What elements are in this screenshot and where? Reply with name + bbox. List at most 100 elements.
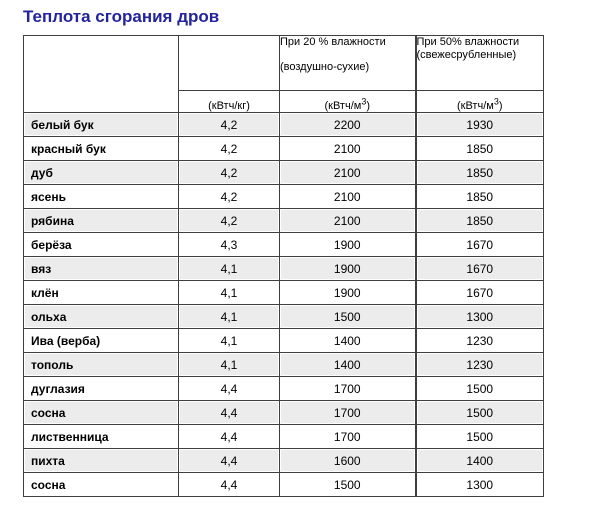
- cell-kwh-per-kg: 4,2: [178, 208, 280, 233]
- unit-volume-superscript: 3: [361, 96, 367, 107]
- cell-kwh-per-m3-50pct: 1850: [414, 136, 544, 161]
- header-cell-mass-empty: [178, 35, 280, 91]
- unit-volume-close-paren: ): [366, 100, 371, 112]
- header-20pct-line1: При 20 % влажности: [280, 36, 386, 48]
- cell-kwh-per-m3-20pct: 1700: [279, 376, 416, 401]
- cell-kwh-per-kg: 4,2: [178, 136, 280, 161]
- cell-kwh-per-m3-20pct: 1600: [279, 448, 416, 473]
- cell-wood-name: тополь: [23, 352, 179, 377]
- cell-kwh-per-m3-20pct: 2100: [279, 184, 416, 209]
- cell-kwh-per-m3-50pct: 1670: [414, 256, 544, 281]
- table-row: клён 4,1 1900 1670: [23, 280, 544, 305]
- table-row: белый бук 4,2 2200 1930: [23, 112, 544, 137]
- header-cell-unit-kwh-per-m3-50pct: (кВтч/м3): [414, 90, 544, 113]
- cell-wood-name: белый бук: [23, 112, 179, 137]
- cell-kwh-per-kg: 4,1: [178, 280, 280, 305]
- page-title: Теплота сгорания дров: [23, 7, 220, 26]
- cell-kwh-per-kg: 4,1: [178, 328, 280, 353]
- cell-wood-name: ясень: [23, 184, 179, 209]
- cell-kwh-per-m3-20pct: 2100: [279, 160, 416, 185]
- cell-kwh-per-m3-50pct: 1230: [414, 352, 544, 377]
- cell-kwh-per-m3-50pct: 1400: [414, 448, 544, 473]
- unit-volume-text: (кВтч/м: [324, 100, 362, 112]
- cell-wood-name: красный бук: [23, 136, 179, 161]
- cell-kwh-per-m3-20pct: 1900: [279, 232, 416, 257]
- cell-wood-name: ольха: [23, 304, 179, 329]
- cell-kwh-per-m3-20pct: 1400: [279, 328, 416, 353]
- cell-wood-name: клён: [23, 280, 179, 305]
- table-row: дуб 4,2 2100 1850: [23, 160, 544, 185]
- cell-kwh-per-kg: 4,1: [178, 304, 280, 329]
- table-row: ольха 4,1 1500 1300: [23, 304, 544, 329]
- table-row: вяз 4,1 1900 1670: [23, 256, 544, 281]
- cell-kwh-per-kg: 4,1: [178, 352, 280, 377]
- cell-kwh-per-m3-50pct: 1500: [414, 376, 544, 401]
- table-row: тополь 4,1 1400 1230: [23, 352, 544, 377]
- cell-wood-name: вяз: [23, 256, 179, 281]
- cell-kwh-per-kg: 4,2: [178, 184, 280, 209]
- cell-wood-name: дуглазия: [23, 376, 179, 401]
- cell-wood-name: лиственница: [23, 424, 179, 449]
- cell-wood-name: дуб: [23, 160, 179, 185]
- cell-kwh-per-kg: 4,1: [178, 256, 280, 281]
- cell-kwh-per-m3-50pct: 1850: [414, 208, 544, 233]
- cell-kwh-per-m3-50pct: 1670: [414, 280, 544, 305]
- table-row: ясень 4,2 2100 1850: [23, 184, 544, 209]
- cell-kwh-per-m3-20pct: 1700: [279, 424, 416, 449]
- cell-wood-name: сосна: [23, 472, 179, 497]
- header-50pct-line1: При 50% влажности: [416, 36, 520, 48]
- cell-wood-name: рябина: [23, 208, 179, 233]
- cell-kwh-per-m3-20pct: 1700: [279, 400, 416, 425]
- cell-kwh-per-m3-50pct: 1230: [414, 328, 544, 353]
- table-body: белый бук 4,2 2200 1930 красный бук 4,2 …: [23, 112, 544, 497]
- cell-kwh-per-kg: 4,4: [178, 400, 280, 425]
- cell-kwh-per-m3-50pct: 1300: [414, 304, 544, 329]
- header-cell-unit-kwh-per-kg: (кВтч/кг): [178, 90, 280, 113]
- header-50pct-line2: (свежесрубленные): [416, 49, 517, 61]
- cell-kwh-per-m3-50pct: 1850: [414, 184, 544, 209]
- cell-wood-name: берёза: [23, 232, 179, 257]
- cell-kwh-per-m3-20pct: 2100: [279, 136, 416, 161]
- cell-kwh-per-m3-50pct: 1500: [414, 400, 544, 425]
- table-row: сосна 4,4 1700 1500: [23, 400, 544, 425]
- cell-kwh-per-m3-50pct: 1670: [414, 232, 544, 257]
- header-cell-20pct-humidity: При 20 % влажности (воздушно-сухие): [279, 35, 416, 91]
- cell-kwh-per-kg: 4,4: [178, 448, 280, 473]
- cell-kwh-per-m3-20pct: 2200: [279, 112, 416, 137]
- header-row-conditions: При 20 % влажности (воздушно-сухие) При …: [23, 35, 544, 113]
- table-header: При 20 % влажности (воздушно-сухие) При …: [23, 35, 544, 113]
- cell-kwh-per-m3-20pct: 1900: [279, 256, 416, 281]
- cell-kwh-per-kg: 4,4: [178, 424, 280, 449]
- header-row-units: (кВтч/кг) (кВтч/м3) (кВтч/м3): [24, 90, 544, 113]
- cell-kwh-per-m3-20pct: 1400: [279, 352, 416, 377]
- table-row: дуглазия 4,4 1700 1500: [23, 376, 544, 401]
- cell-kwh-per-m3-20pct: 1900: [279, 280, 416, 305]
- cell-kwh-per-m3-20pct: 1500: [279, 304, 416, 329]
- table-row: лиственница 4,4 1700 1500: [23, 424, 544, 449]
- cell-kwh-per-kg: 4,3: [178, 232, 280, 257]
- table-row: красный бук 4,2 2100 1850: [23, 136, 544, 161]
- cell-kwh-per-kg: 4,4: [178, 376, 280, 401]
- table-row: сосна 4,4 1500 1300: [23, 472, 544, 497]
- cell-wood-name: сосна: [23, 400, 179, 425]
- header-cell-wood-type-empty: [23, 35, 179, 113]
- table-row: берёза 4,3 1900 1670: [23, 232, 544, 257]
- cell-kwh-per-m3-50pct: 1850: [414, 160, 544, 185]
- cell-kwh-per-m3-50pct: 1500: [414, 424, 544, 449]
- cell-wood-name: пихта: [23, 448, 179, 473]
- header-cell-50pct-humidity: При 50% влажности (свежесрубленные): [414, 35, 544, 91]
- cell-kwh-per-kg: 4,2: [178, 112, 280, 137]
- header-cell-unit-kwh-per-m3-20pct: (кВтч/м3): [279, 90, 416, 113]
- header-20pct-line2: (воздушно-сухие): [280, 61, 370, 73]
- unit-volume-superscript: 3: [493, 96, 499, 107]
- cell-kwh-per-m3-20pct: 2100: [279, 208, 416, 233]
- cell-wood-name: Ива (верба): [23, 328, 179, 353]
- table-row: пихта 4,4 1600 1400: [23, 448, 544, 473]
- table-row: рябина 4,2 2100 1850: [23, 208, 544, 233]
- firewood-heat-table: При 20 % влажности (воздушно-сухие) При …: [23, 35, 544, 497]
- cell-kwh-per-kg: 4,2: [178, 160, 280, 185]
- table-row: Ива (верба) 4,1 1400 1230: [23, 328, 544, 353]
- cell-kwh-per-kg: 4,4: [178, 472, 280, 497]
- unit-volume-close-paren: ): [498, 100, 503, 112]
- cell-kwh-per-m3-20pct: 1500: [279, 472, 416, 497]
